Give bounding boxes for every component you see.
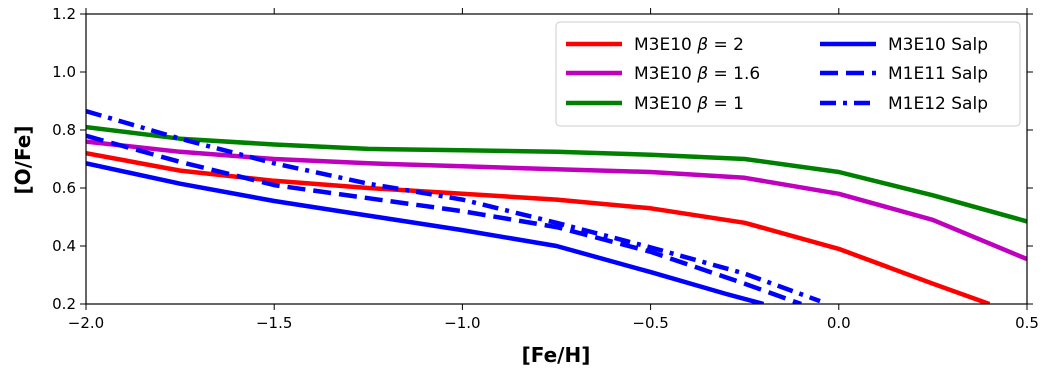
x-tick-label: −2.0 — [68, 314, 104, 332]
y-tick-label: 0.4 — [52, 237, 76, 255]
x-tick-label: −0.5 — [632, 314, 668, 332]
y-tick-label: 0.2 — [52, 295, 76, 313]
y-axis-label: [O/Fe] — [11, 125, 35, 194]
x-axis-ticks: −2.0 −1.5 −1.0 −0.5 0.0 0.5 — [68, 8, 1039, 332]
y-tick-label: 0.6 — [52, 179, 76, 197]
series-line-2 — [86, 124, 1027, 224]
plot-area — [85, 13, 1028, 305]
series-line-5 — [86, 108, 821, 304]
x-tick-label: −1.0 — [444, 314, 480, 332]
series-line-3 — [86, 161, 765, 304]
y-tick-label: 1.2 — [52, 5, 76, 23]
x-axis-label: [Fe/H] — [522, 343, 591, 367]
x-tick-label: 0.5 — [1015, 314, 1039, 332]
plot-frame — [85, 13, 1028, 305]
legend-label-3: M3E10 Salp — [888, 35, 988, 55]
legend-label-2: M3E10 β = 1 — [634, 94, 744, 114]
y-tick-label: 0.8 — [52, 121, 76, 139]
legend-label-4: M1E11 Salp — [888, 64, 988, 84]
series-line-1 — [86, 139, 1027, 262]
legend-box — [555, 21, 1021, 127]
legend-label-0: M3E10 β = 2 — [634, 35, 744, 55]
x-tick-label: −1.5 — [256, 314, 292, 332]
y-axis-ticks: 0.2 0.4 0.6 0.8 1.0 1.2 — [52, 5, 1033, 313]
legend: M3E10 β = 2 M3E10 β = 1.6 M3E10 β = 1 M3E10… — [555, 21, 1021, 127]
legend-label-5: M1E12 Salp — [888, 94, 988, 114]
series-line-4 — [86, 133, 802, 304]
legend-label-1: M3E10 β = 1.6 — [634, 64, 760, 84]
y-tick-label: 1.0 — [52, 63, 76, 81]
x-tick-label: 0.0 — [827, 314, 851, 332]
